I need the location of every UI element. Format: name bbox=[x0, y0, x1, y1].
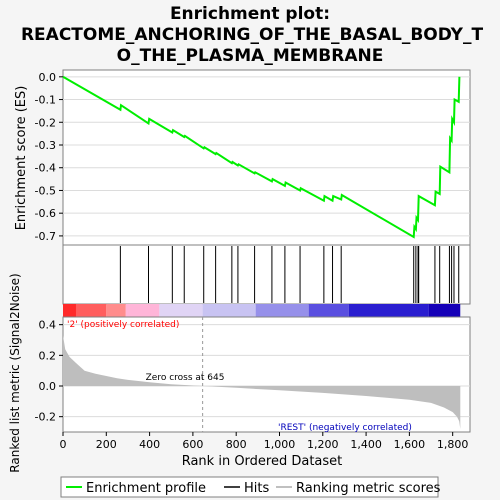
es-tick-label: -0.4 bbox=[35, 162, 56, 175]
rank-x-tick-label: 800 bbox=[226, 438, 247, 451]
es-tick-label: -0.2 bbox=[35, 116, 56, 129]
heatmap-segment bbox=[159, 304, 203, 317]
rank-x-tick-label: 400 bbox=[139, 438, 160, 451]
chart-title-line-1: Enrichment plot: bbox=[170, 4, 330, 24]
rank-x-tick-label: 200 bbox=[96, 438, 117, 451]
es-tick-label: -0.1 bbox=[35, 94, 56, 107]
legend-hits-label: Hits bbox=[244, 481, 269, 496]
heatmap-segment bbox=[63, 304, 76, 317]
heatmap-segment bbox=[308, 304, 349, 317]
rank-x-ticks: 0 200 400 600 800 1,000 1,200 1,400 1,600 1,800 bbox=[60, 432, 469, 451]
es-tick-label: -0.5 bbox=[35, 184, 56, 197]
heatmap-segment bbox=[255, 304, 309, 317]
rank-x-tick-label: 0 bbox=[60, 438, 67, 451]
es-tick-label: -0.7 bbox=[35, 230, 56, 243]
rank-x-tick-label: 1,400 bbox=[350, 438, 382, 451]
es-tick-label: -0.3 bbox=[35, 139, 56, 152]
hit-markers bbox=[119, 246, 460, 303]
legend-profile-label: Enrichment profile bbox=[86, 481, 206, 496]
rank-x-tick-label: 1,800 bbox=[437, 438, 469, 451]
rank-tick-label: 0.4 bbox=[39, 319, 57, 332]
es-y-ticks: 0.0 -0.1 -0.2 -0.3 -0.4 -0.5 -0.6 -0.7 bbox=[35, 71, 63, 243]
heatmap-segment bbox=[202, 304, 256, 317]
heatmap-segment bbox=[348, 304, 429, 317]
rank-x-tick-label: 1,200 bbox=[307, 438, 339, 451]
es-tick-label: -0.6 bbox=[35, 207, 56, 220]
positive-correlation-label: '2' (positively correlated) bbox=[67, 320, 179, 330]
rank-tick-label: 0.0 bbox=[39, 380, 57, 393]
rank-x-tick-label: 1,000 bbox=[264, 438, 296, 451]
es-gridlines bbox=[63, 76, 470, 237]
zero-cross-label: Zero cross at 645 bbox=[146, 373, 225, 383]
rank-tick-label: -0.2 bbox=[35, 411, 56, 424]
legend-metric-label: Ranking metric scores bbox=[296, 481, 441, 496]
negative-correlation-label: 'REST' (negatively correlated) bbox=[278, 423, 412, 433]
heatmap-segment bbox=[428, 304, 461, 317]
heatmap-segment bbox=[125, 304, 160, 317]
enrichment-profile-line bbox=[62, 75, 461, 239]
ranking-metric-area bbox=[63, 335, 461, 429]
rank-y-axis-label: Ranked list metric (Signal2Noise) bbox=[8, 273, 22, 472]
rank-heatmap-bar bbox=[63, 304, 461, 317]
chart-title-line-3: O_THE_PLASMA_MEMBRANE bbox=[117, 46, 384, 66]
es-y-axis-label: Enrichment score (ES) bbox=[14, 86, 29, 231]
rank-panel bbox=[62, 316, 471, 433]
rank-y-ticks: 0.4 0.2 0.0 -0.2 bbox=[35, 319, 63, 424]
heatmap-segment bbox=[106, 304, 126, 317]
rank-x-axis-label: Rank in Ordered Dataset bbox=[182, 454, 343, 469]
chart-title-line-2: REACTOME_ANCHORING_OF_THE_BASAL_BODY_T bbox=[21, 25, 483, 45]
rank-tick-label: 0.2 bbox=[39, 349, 57, 362]
legend-box bbox=[60, 476, 439, 498]
hits-panel bbox=[62, 244, 471, 305]
heatmap-segment bbox=[75, 304, 107, 317]
es-panel bbox=[62, 69, 471, 246]
rank-x-tick-label: 600 bbox=[182, 438, 203, 451]
rank-x-tick-label: 1,600 bbox=[394, 438, 426, 451]
es-tick-label: 0.0 bbox=[39, 71, 57, 84]
